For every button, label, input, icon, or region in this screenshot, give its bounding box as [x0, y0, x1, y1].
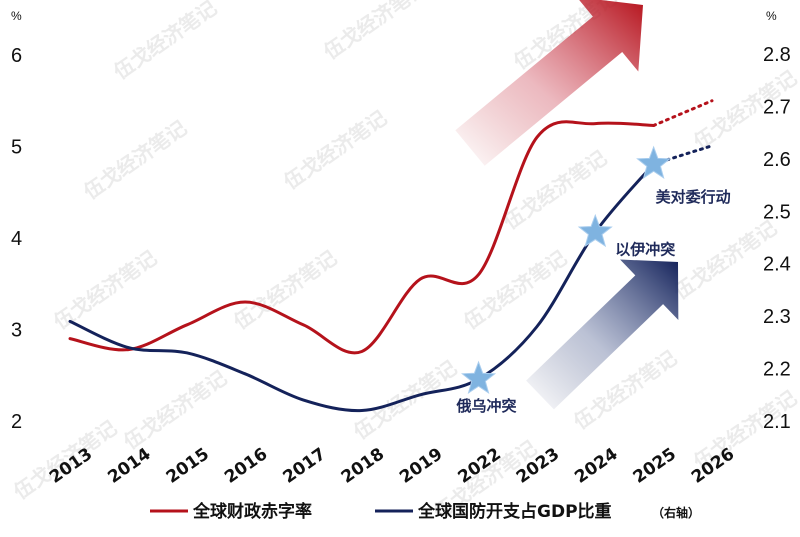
x-axis-tick: 2024 — [571, 444, 621, 488]
watermark-text: 伍戈经济笔记 — [228, 246, 341, 335]
legend-label-0: 全球财政赤字率 — [192, 501, 312, 522]
right-axis-tick: 2.3 — [763, 306, 791, 328]
annotation-label: 以伊冲突 — [615, 240, 675, 258]
x-axis-tick: 2017 — [279, 444, 329, 488]
series-projection-1 — [652, 144, 714, 166]
series-line-1 — [68, 162, 656, 413]
x-axis-tick: 2019 — [396, 444, 446, 488]
arrow-up-right-blue — [526, 259, 679, 410]
right-axis-tick: 2.8 — [763, 44, 791, 66]
x-axis-tick: 2018 — [338, 444, 388, 488]
watermark-text: 伍戈经济笔记 — [118, 366, 231, 455]
arrow-up-right-red — [455, 0, 643, 166]
right-axis-tick: 2.1 — [763, 411, 791, 433]
series-line-0 — [68, 120, 656, 355]
annotations: 俄乌冲突 以伊冲突 美对委行动 — [456, 145, 731, 415]
right-axis-tick: 2.7 — [763, 96, 791, 118]
legend-label-1: 全球国防开支占GDP比重 — [417, 501, 612, 522]
watermark-text: 伍戈经济笔记 — [108, 0, 221, 85]
annotation-label: 美对委行动 — [656, 188, 731, 206]
x-axis-tick: 2016 — [221, 444, 271, 488]
right-axis-tick: 2.4 — [763, 254, 791, 276]
right-axis-tick: 2.2 — [763, 359, 791, 381]
left-axis-unit: % — [11, 9, 22, 23]
left-axis-tick: 6 — [11, 45, 22, 67]
star-marker-icon — [461, 360, 497, 394]
left-axis-tick: 2 — [11, 411, 22, 433]
annotation-label: 俄乌冲突 — [456, 397, 517, 415]
right-axis-unit: % — [766, 9, 777, 23]
x-axis-tick: 2015 — [163, 444, 213, 488]
watermark-text: 伍戈经济笔记 — [48, 246, 161, 335]
watermark-text: 伍戈经济笔记 — [278, 106, 391, 195]
x-axis-tick: 2025 — [630, 444, 680, 488]
legend: 全球财政赤字率 全球国防开支占GDP比重 （右轴） — [150, 501, 700, 522]
star-marker-icon — [577, 213, 613, 248]
watermark-text: 伍戈经济笔记 — [458, 246, 571, 335]
watermark-text: 伍戈经济笔记 — [318, 0, 431, 65]
left-axis-tick: 3 — [11, 320, 22, 342]
series-projection-0 — [652, 99, 714, 127]
left-axis-tick: 4 — [11, 228, 22, 250]
watermark-text: 伍戈经济笔记 — [78, 116, 191, 205]
right-axis-tick: 2.6 — [763, 149, 791, 171]
left-axis-tick: 5 — [11, 137, 22, 159]
legend-label-1-note: （右轴） — [652, 505, 700, 520]
right-axis-tick: 2.5 — [763, 201, 791, 223]
trend-arrows — [455, 0, 679, 410]
star-marker-icon — [636, 145, 672, 180]
